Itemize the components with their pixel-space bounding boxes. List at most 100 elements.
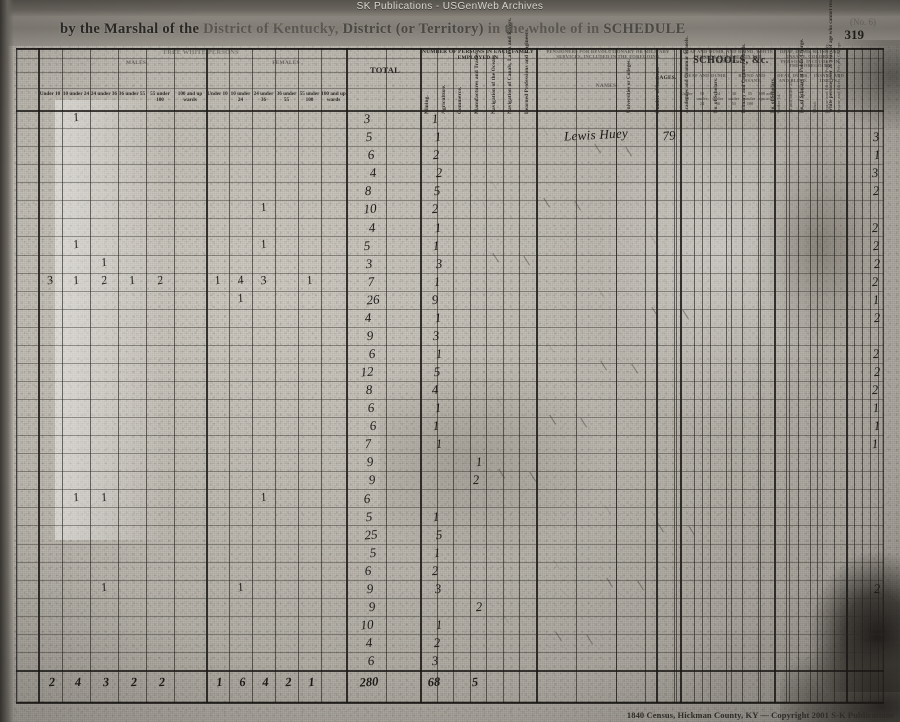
group-header-deaf-colored: DEAF, DUMB, BLIND AND INSANE, COLORED PE…: [779, 49, 841, 69]
group-header-employed: NUMBER OF PERSONS IN EACH FAMILY EMPLOYE…: [422, 49, 534, 61]
col-header-male-1: 10 under 24: [62, 91, 90, 97]
cell-employed-row-13: 1: [435, 345, 443, 362]
group-header-females: FEMALES: [272, 60, 300, 66]
census-table: FREE WHITE PERSONS MALES FEMALES TOTAL NUMBE…: [16, 0, 884, 704]
col-header-female-4: 55 under 100: [299, 91, 320, 103]
cell-employed-row-26: 3: [434, 580, 442, 597]
cell-total-row-23: 25: [363, 526, 379, 543]
cell-total-row-6: 4: [368, 219, 376, 235]
cell-employed-row-25: 2: [431, 562, 439, 579]
totals-col3: 5: [471, 674, 479, 690]
cell-employed-row-30: 3: [431, 652, 439, 669]
group-header-free-white: FREE WHITE PERSONS: [163, 49, 239, 56]
col-header-male-4: 55 under 100: [150, 91, 170, 103]
totals-female-3: 2: [284, 674, 293, 690]
group-header-pensioners: PENSIONERS FOR REVOLUTIONARY OR MILITARY…: [546, 49, 670, 59]
cell-total-row-25: 6: [364, 562, 372, 579]
cell-right-row-14: 2: [873, 363, 881, 380]
cell-employed-row-8: 3: [435, 255, 443, 271]
cell-right-row-15: 2: [871, 381, 879, 398]
totals-male-3: 2: [130, 674, 138, 690]
col-header-male-3: 36 under 55: [118, 91, 146, 97]
totals-male-0: 2: [48, 674, 56, 690]
cell-employed-row-10: 9: [431, 291, 439, 308]
cell-right-row-3: 3: [871, 165, 879, 181]
cell-employed-row-7: 1: [432, 237, 440, 253]
cell-employed-row-14: 5: [433, 363, 441, 380]
page-title-legible: by the Marshal of the: [60, 21, 200, 37]
col-header-schools-7: White persons over 20 years of age who c…: [828, 0, 834, 113]
cell-total-row-11: 4: [364, 309, 372, 326]
cell-employed-row-23: 5: [435, 526, 443, 542]
group-header-males: MALES: [125, 60, 147, 66]
cell-total-row-7: 5: [363, 237, 371, 253]
cell-right-row-9: 2: [871, 273, 879, 289]
header-shadow-band: [0, 16, 900, 46]
group-header-deaf-dumb: DEAF AND DUMB.: [684, 73, 728, 78]
totals-grand-total: 280: [359, 674, 379, 690]
col-header-male-0: Under 10: [39, 91, 61, 97]
totals-male-4: 2: [158, 674, 166, 690]
cell-total-row-8: 3: [365, 255, 373, 271]
cell-total-row-28: 10: [359, 616, 375, 633]
cell-right-row-10: 1: [872, 291, 880, 308]
cell-employed-row-11: 1: [434, 309, 442, 326]
page-number: 319: [844, 27, 865, 42]
col-header-female-5: 100 and up wards: [321, 91, 346, 103]
col-header-schools-1: Number of Students.: [656, 66, 662, 113]
cell-employed-row-9: 1: [433, 273, 441, 289]
totals-female-1: 6: [238, 674, 247, 690]
col-header-age-2: 24 under 36: [712, 91, 724, 106]
col-header-employed-2: Commerce.: [457, 86, 464, 114]
col-header-employed-3: Manufactures and Trades.: [474, 50, 480, 114]
group-header-colored-deaf: DEAF, DUMB, AND BLIND.: [777, 73, 809, 83]
totals-male-1: 4: [74, 674, 82, 690]
totals-employed: 68: [427, 674, 441, 690]
cell-total-row-21: 6: [363, 490, 371, 506]
col-header-age-4: 55 under 100: [744, 91, 756, 106]
top-dark-band: [0, 0, 900, 18]
cell-col3-row-27: 2: [475, 598, 483, 615]
totals-female-2: 4: [261, 674, 270, 690]
col-header-employed-6: Learned Professions and Engineers.: [523, 28, 530, 114]
col-header-schools-3: No. of Scholars.: [713, 77, 719, 113]
col-header-age-1: 10 under 24: [696, 91, 708, 106]
col-header-female-0: Under 10: [207, 91, 228, 97]
cell-total-row-9: 7: [367, 273, 375, 289]
col-header-female-3: 36 under 55: [276, 91, 297, 103]
cell-employed-row-15: 4: [431, 381, 439, 398]
col-header-deaf-blind-5: Insane and Idiots at Private Charge.: [836, 41, 841, 113]
col-header-employed-1: Agriculture.: [440, 84, 447, 114]
col-header-age-0: Under 10: [681, 91, 693, 101]
group-header-schools: SCHOOLS, &c.: [693, 55, 769, 66]
cell-right-row-17: 1: [873, 417, 881, 434]
cell-right-row-1: 3: [872, 128, 880, 145]
cell-total-row-27: 9: [368, 598, 376, 615]
cell-right-row-4: 2: [872, 183, 880, 199]
totals-female-4: 1: [307, 674, 316, 690]
group-header-deaf-blind-white: DEAF AND DUMB, AND BLIND, WHITE PERSONS …: [682, 49, 774, 64]
col-header-male-5: 100 and up wards: [177, 91, 203, 103]
page-title-faded-tail: in the whole of in: [487, 21, 600, 37]
page-title-faded-bold: District (or Territory): [342, 21, 484, 37]
cell-total-row-22: 5: [365, 508, 373, 524]
cell-employed-row-6: 1: [434, 219, 442, 235]
totals-male-2: 3: [102, 674, 110, 690]
page-title-faded-end: SCHEDULE: [603, 21, 686, 37]
totals-female-0: 1: [215, 674, 224, 690]
col-header-deaf-blind-3: Blind.: [812, 101, 817, 113]
watermark-text: SK Publications - USGenWeb Archives: [356, 1, 544, 12]
group-header-total: TOTAL: [370, 65, 400, 75]
cell-right-row-13: 2: [872, 345, 880, 362]
cell-total-row-12: 9: [366, 327, 374, 344]
footer-credit: 1840 Census, Hickman County, KY — Copyri…: [626, 710, 894, 720]
group-header-pension-ages: AGES.: [659, 75, 677, 81]
col-header-age-5: 100 and upwards: [758, 91, 775, 101]
pensioner-age: 79: [661, 127, 677, 144]
cell-total-row-13: 6: [368, 345, 376, 362]
cell-right-row-11: 2: [873, 309, 881, 326]
cell-employed-row-22: 1: [432, 508, 440, 524]
col-header-deaf-blind-0: Under 14.: [776, 93, 781, 113]
col-header-schools-4: Primary and Common Schools.: [742, 43, 748, 113]
